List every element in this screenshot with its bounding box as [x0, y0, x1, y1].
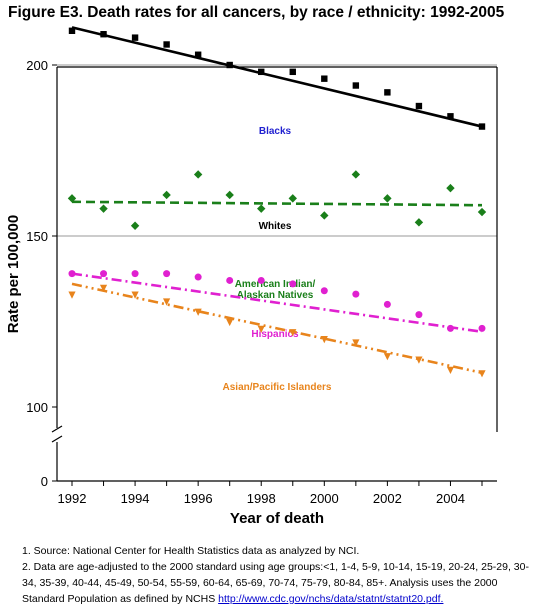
age-adjustment-text: 2. Data are age-adjusted to the 2000 sta… [22, 561, 529, 605]
x-tick-label: 2002 [373, 491, 402, 506]
data-point [99, 204, 108, 213]
trend-line [71, 282, 483, 375]
x-tick-label: 1998 [247, 491, 276, 506]
data-point [478, 370, 486, 378]
series-label: Blacks [259, 126, 292, 137]
trend-line [71, 272, 483, 334]
data-point [258, 68, 265, 76]
line-chart: 3002502001501000199219941996199820002002… [5, 26, 498, 527]
data-point [446, 366, 455, 374]
x-tick-label: 1996 [184, 491, 213, 506]
data-point [226, 276, 234, 284]
x-tick-label: 1992 [58, 491, 87, 506]
data-point [100, 270, 108, 278]
y-axis-title: Rate per 100,000 [5, 215, 22, 333]
data-point [320, 287, 328, 295]
data-point [131, 270, 139, 278]
age-adjustment-note: 2. Data are age-adjusted to the 2000 sta… [22, 559, 542, 607]
y-tick-label: 200 [26, 58, 48, 73]
data-point [130, 221, 140, 230]
data-point [163, 41, 170, 48]
data-point [478, 324, 486, 332]
data-point [288, 194, 297, 203]
data-point [257, 204, 266, 213]
data-point [68, 270, 76, 278]
data-point [383, 353, 391, 361]
y-tick-label: 100 [26, 400, 48, 415]
data-point [131, 34, 139, 41]
data-point [131, 291, 139, 299]
x-tick-label: 2004 [436, 491, 465, 506]
data-point [193, 170, 203, 179]
data-point [352, 339, 360, 347]
data-point [67, 194, 77, 203]
data-point [163, 270, 171, 278]
data-point [477, 207, 487, 217]
series-label: American Indian/ [235, 279, 316, 290]
data-point [257, 325, 265, 333]
data-point [162, 190, 171, 200]
data-point [163, 298, 171, 306]
data-point [415, 356, 423, 364]
data-point [194, 308, 202, 316]
chart-title: Figure E3. Death rates for all cancers, … [8, 4, 505, 21]
data-point [68, 291, 76, 299]
data-point [351, 170, 361, 179]
data-point [194, 273, 202, 281]
data-point [446, 324, 454, 332]
data-point [226, 61, 233, 69]
data-point [68, 27, 76, 34]
data-point [478, 123, 486, 130]
series-label: Hispanics [251, 329, 299, 340]
data-point [446, 183, 455, 193]
data-point [289, 68, 296, 76]
data-point [415, 102, 423, 110]
footnotes: 1. Source: National Center for Health St… [22, 543, 542, 607]
data-point [257, 276, 265, 284]
series-label: Alaskan Natives [237, 290, 314, 301]
data-point [289, 329, 297, 337]
x-axis-title: Year of death [230, 510, 324, 527]
data-point [321, 75, 328, 82]
data-point [225, 190, 234, 200]
data-point [384, 89, 391, 96]
data-point [352, 290, 360, 298]
data-point [99, 284, 108, 292]
axis-break-mark [51, 435, 63, 443]
data-point [383, 194, 392, 203]
series-label: Asian/Pacific Islanders [223, 382, 332, 393]
data-point [352, 82, 360, 89]
data-point [320, 336, 328, 344]
axis-break-mark [51, 425, 63, 433]
data-point [447, 113, 454, 120]
data-point [415, 311, 423, 319]
data-point [320, 211, 329, 220]
series-label: Whites [259, 221, 292, 232]
trend-line [71, 200, 483, 207]
nchs-link[interactable]: http://www.cdc.gov/nchs/data/statnt/stat… [218, 593, 444, 605]
data-point [289, 280, 297, 288]
data-point [100, 31, 107, 38]
data-point [194, 51, 202, 58]
x-tick-label: 1994 [121, 491, 150, 506]
source-note: 1. Source: National Center for Health St… [22, 545, 360, 557]
y-tick-label: 0 [41, 474, 48, 489]
y-tick-label: 150 [26, 229, 48, 244]
data-point [414, 218, 424, 227]
data-point [383, 300, 391, 308]
trend-line [71, 26, 483, 128]
x-tick-label: 2000 [310, 491, 339, 506]
data-point [226, 318, 234, 327]
